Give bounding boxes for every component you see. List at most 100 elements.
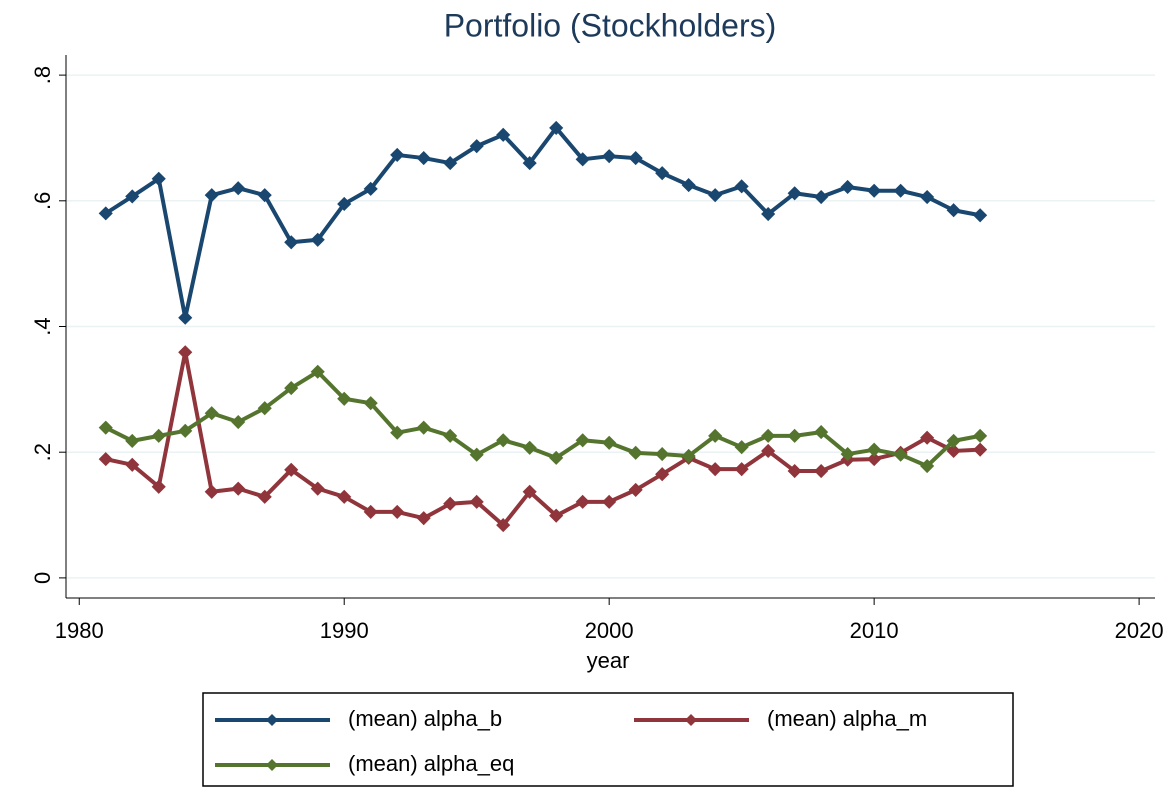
marker	[178, 345, 193, 360]
marker	[708, 428, 723, 443]
marker	[628, 445, 643, 460]
marker	[681, 178, 696, 193]
marker	[761, 428, 776, 443]
marker	[125, 457, 140, 472]
marker	[920, 189, 935, 205]
marker	[655, 467, 670, 482]
x-tick-label: 2020	[1115, 618, 1164, 643]
marker	[681, 448, 696, 464]
marker	[946, 433, 961, 448]
series-line	[105, 350, 981, 528]
legend-marker	[266, 759, 278, 771]
marker	[840, 447, 855, 462]
marker	[761, 443, 776, 458]
x-axis-label: year	[587, 648, 630, 673]
marker	[946, 203, 961, 218]
marker	[337, 196, 352, 212]
marker	[310, 364, 325, 379]
marker	[549, 120, 564, 135]
marker	[734, 462, 749, 477]
legend-label: (mean) alpha_eq	[348, 751, 514, 776]
marker	[337, 489, 352, 504]
marker	[416, 151, 431, 166]
marker	[204, 484, 219, 499]
marker	[708, 188, 723, 203]
marker	[575, 494, 590, 509]
marker	[125, 189, 140, 204]
marker	[734, 440, 749, 455]
marker	[787, 428, 802, 443]
marker	[416, 511, 431, 526]
x-tick-label: 1980	[55, 618, 104, 643]
y-tick-label: 0	[30, 572, 55, 584]
marker	[496, 433, 511, 448]
marker	[628, 151, 643, 166]
marker	[920, 430, 935, 445]
marker	[575, 152, 590, 167]
chart-title: Portfolio (Stockholders)	[444, 7, 777, 43]
marker	[310, 481, 325, 496]
marker	[284, 381, 299, 396]
series-line	[104, 125, 981, 320]
marker	[787, 463, 802, 479]
y-tick-label: .2	[30, 443, 55, 461]
marker	[469, 494, 484, 509]
marker	[602, 435, 617, 450]
legend-marker	[266, 714, 278, 726]
marker	[867, 442, 882, 457]
marker	[655, 447, 670, 462]
marker	[973, 442, 988, 457]
marker	[178, 423, 193, 438]
marker	[496, 518, 511, 533]
marker	[549, 508, 564, 523]
marker	[257, 489, 272, 504]
marker	[337, 391, 352, 406]
marker	[98, 420, 113, 435]
marker	[363, 504, 378, 519]
marker	[893, 447, 908, 462]
marker	[284, 462, 299, 477]
marker	[363, 396, 378, 411]
marker	[973, 428, 988, 443]
marker	[98, 206, 113, 221]
marker	[920, 458, 935, 474]
marker	[204, 188, 219, 203]
y-tick-label: .6	[30, 192, 55, 210]
series-line	[104, 369, 981, 469]
marker	[814, 189, 829, 205]
marker	[734, 179, 749, 194]
marker	[708, 462, 723, 477]
y-tick-label: .8	[30, 66, 55, 84]
marker	[549, 450, 564, 465]
marker	[522, 440, 537, 455]
marker	[602, 494, 617, 509]
marker	[125, 433, 140, 448]
x-tick-label: 2000	[585, 618, 634, 643]
marker	[761, 206, 776, 222]
marker	[867, 452, 882, 467]
marker	[310, 232, 325, 247]
marker	[973, 208, 988, 223]
marker	[284, 235, 299, 250]
marker	[231, 481, 246, 496]
marker	[390, 425, 405, 440]
marker	[151, 479, 166, 494]
marker	[867, 183, 882, 198]
marker	[390, 504, 405, 519]
marker	[443, 156, 458, 171]
marker	[814, 425, 829, 440]
legend-label: (mean) alpha_b	[348, 706, 502, 731]
marker	[893, 183, 908, 198]
marker	[204, 406, 219, 421]
marker	[151, 171, 166, 186]
marker	[257, 188, 272, 203]
x-tick-label: 2010	[850, 618, 899, 643]
marker	[814, 463, 829, 479]
legend	[202, 692, 1014, 787]
marker	[390, 147, 405, 162]
marker	[840, 179, 855, 195]
marker	[443, 496, 458, 511]
legend-marker	[685, 714, 697, 726]
